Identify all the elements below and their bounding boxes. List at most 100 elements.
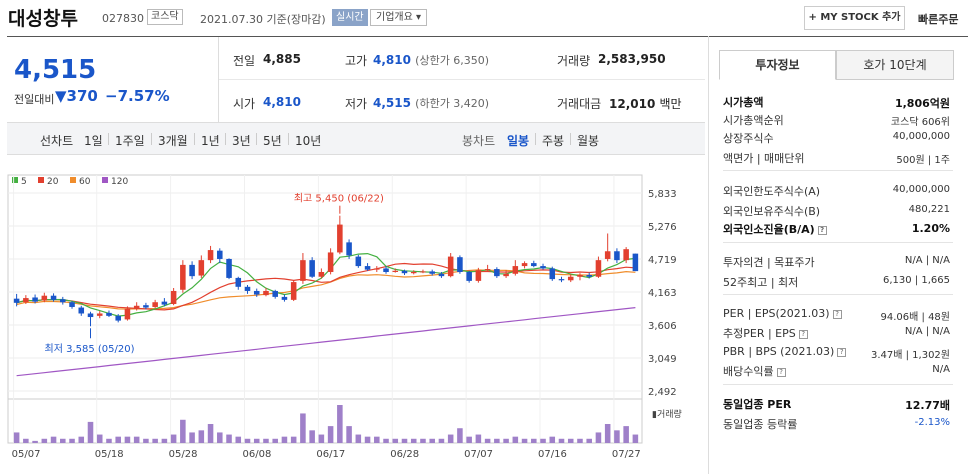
tab-3year[interactable]: 3년: [232, 134, 251, 148]
quick-order-link[interactable]: 빠른주문: [918, 13, 959, 26]
candle-body: [457, 257, 463, 272]
volume-bar: [96, 434, 103, 443]
amount-label: 거래대금: [557, 97, 602, 111]
candle-body: [484, 269, 491, 271]
stock-code: 027830: [102, 12, 144, 25]
x-tick-label: 07/27: [612, 449, 641, 460]
help-icon[interactable]: ?: [817, 226, 827, 235]
volume-bar: [244, 438, 251, 443]
info-row-value: 40,000,000: [892, 131, 950, 142]
tab-invest-info[interactable]: 투자정보: [719, 50, 836, 80]
candle-body: [217, 250, 223, 259]
candle-body: [244, 286, 251, 291]
realtime-button[interactable]: 실시간: [332, 9, 368, 26]
info-row-label: 배당수익률?: [723, 363, 786, 379]
volume-bar: [253, 438, 260, 443]
tab-hoga-10[interactable]: 호가 10단계: [836, 50, 954, 80]
candle-body: [632, 253, 639, 272]
candle-body: [383, 268, 389, 272]
info-row-value: N/A | N/A: [904, 326, 950, 337]
tab-1year[interactable]: 1년: [201, 134, 220, 148]
candle-body: [438, 273, 445, 277]
candle-body: [494, 269, 500, 277]
tab-3month[interactable]: 3개월: [158, 134, 188, 148]
help-icon[interactable]: ?: [798, 330, 808, 339]
tab-1week[interactable]: 1주일: [115, 134, 145, 148]
tab-1day[interactable]: 1일: [84, 134, 103, 148]
volume-bar: [170, 434, 177, 443]
volume-bar: [512, 436, 519, 443]
y-tick-label: 2,492: [648, 387, 677, 398]
stock-name: 대성창투: [8, 8, 78, 30]
volume-bar: [309, 430, 315, 443]
volume-bar: [290, 436, 297, 443]
volume-plot-frame: [7, 398, 643, 444]
candlestick-chart[interactable]: 5,833 5,276 4,719 4,163 3,606 3,049 2,492 05/07…: [0, 155, 705, 474]
info-row-label: 투자의견 | 목표주가: [723, 256, 815, 269]
divider: [219, 79, 705, 80]
candle-body: [143, 305, 149, 308]
candle-body: [346, 242, 352, 256]
volume-bar: [281, 436, 288, 443]
tab-monthly[interactable]: 월봉: [577, 134, 600, 148]
y-tick-label: 4,719: [648, 255, 677, 266]
tab-candle-chart[interactable]: 봉차트: [462, 134, 496, 148]
candle-body: [374, 268, 380, 270]
info-row-value: 코스닥 606위: [890, 117, 950, 128]
tab-weekly[interactable]: 주봉: [542, 134, 565, 148]
x-tick-label: 06/28: [390, 449, 419, 460]
high-value: 4,810 (상한가 6,350): [373, 53, 490, 67]
candle-body: [32, 297, 38, 302]
candle-body: [355, 256, 362, 267]
tab-5year[interactable]: 5년: [263, 134, 282, 148]
legend-ma5: 5: [12, 177, 27, 187]
info-row-label: 52주최고 | 최저: [723, 276, 799, 289]
candle-body: [429, 271, 435, 274]
volume-bar: [595, 432, 602, 443]
volume-bar: [457, 428, 463, 443]
tab-10year[interactable]: 10년: [295, 134, 322, 148]
info-row-label: 추정PER | EPS?: [723, 325, 808, 341]
volume-bar: [484, 438, 491, 443]
candle-body: [364, 266, 371, 270]
volume-bar: [364, 436, 371, 443]
volume-bar: [604, 424, 611, 443]
volume-bar: [383, 438, 389, 443]
volume-bar: [337, 405, 343, 443]
volume-bar: [521, 438, 528, 443]
down-arrow-icon: ▼: [55, 87, 67, 105]
candle-body: [106, 312, 112, 316]
info-row-value: 480,221: [908, 204, 950, 215]
volume-bar: [420, 438, 426, 443]
info-row-value: N/A | N/A: [904, 255, 950, 266]
company-overview-dropdown[interactable]: 기업개요 ▾: [370, 9, 427, 26]
candle-body: [521, 263, 528, 267]
info-row-value: 1,806억원: [894, 97, 950, 110]
candle-body: [447, 256, 454, 277]
candle-body: [512, 266, 519, 274]
candle-body: [410, 271, 417, 274]
volume-bar: [207, 424, 214, 443]
volume-bar: [60, 438, 66, 443]
volume-bar: [410, 438, 417, 443]
help-icon[interactable]: ?: [776, 368, 786, 377]
tab-line-chart[interactable]: 선차트: [40, 134, 74, 148]
volume-label: ▮거래량: [652, 408, 682, 420]
help-icon[interactable]: ?: [837, 348, 847, 357]
add-my-stock-button[interactable]: + MY STOCK 추가: [804, 6, 905, 30]
volume-bar: [115, 436, 121, 443]
candle-body: [586, 274, 592, 277]
candle-body: [87, 313, 94, 318]
market-badge: 코스닥: [147, 9, 183, 25]
candle-body: [60, 299, 66, 303]
candle-body: [567, 276, 574, 281]
volume-bar: [198, 430, 205, 443]
tab-daily[interactable]: 일봉: [507, 134, 530, 148]
low-annotation: 최저 3,585 (05/20): [45, 343, 135, 355]
candle-body: [226, 258, 232, 278]
candle-body: [300, 260, 306, 281]
volume-bar: [577, 438, 583, 443]
help-icon[interactable]: ?: [832, 310, 842, 319]
prev-close-label: 전일: [233, 54, 256, 68]
volume-bar: [374, 436, 380, 443]
